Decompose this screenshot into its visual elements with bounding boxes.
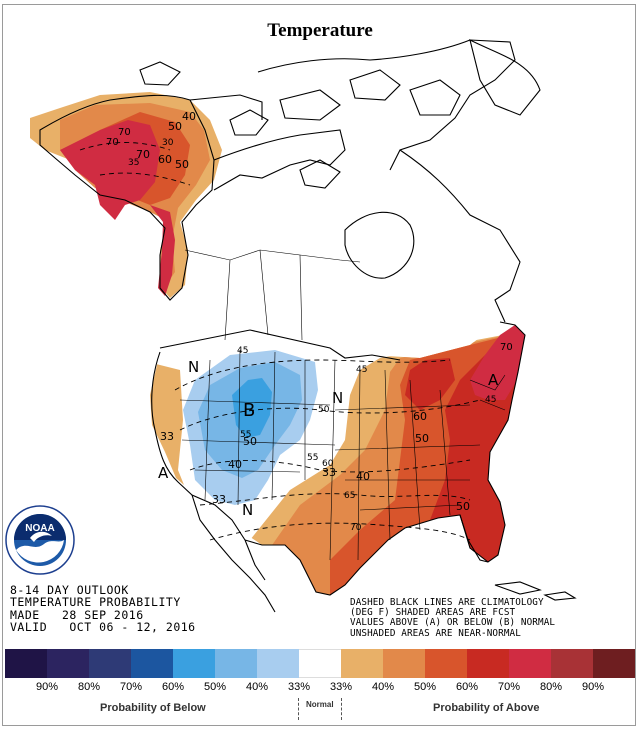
color-swatch <box>467 649 509 678</box>
label-w-5: 40 <box>228 458 242 471</box>
label-w-1: 33 <box>212 493 226 506</box>
label-e-1: 50 <box>415 432 429 445</box>
label-w-3: 55 <box>240 430 251 440</box>
shade-northeast-80 <box>470 325 525 400</box>
noaa-logo: NOAA <box>5 505 75 575</box>
tick-label: 50% <box>203 681 227 693</box>
color-swatch <box>299 649 341 678</box>
outlook-line2: TEMPERATURE PROBABILITY <box>10 595 181 610</box>
outlook-line4: VALID OCT 06 - 12, 2016 <box>10 620 196 635</box>
color-swatch <box>341 649 383 678</box>
label-ak-6: 50 <box>175 158 189 171</box>
probability-tick-labels: 90% 80% 70% 60% 50% 40% 33% 33% 40% 50% 60% 70% 80% 9… <box>5 681 635 697</box>
label-b-center: B <box>243 400 255 421</box>
label-w-0: 33 <box>160 430 174 443</box>
color-swatch <box>215 649 257 678</box>
tick-label: 80% <box>539 681 563 693</box>
label-e-6: 65 <box>344 491 355 501</box>
legend-note-line2: (DEG F) SHADED AREAS ARE FCST <box>350 607 516 619</box>
color-swatch <box>551 649 593 678</box>
label-e-10: 45 <box>485 395 496 405</box>
color-swatch <box>5 649 47 678</box>
normal-caption: Normal <box>306 700 334 709</box>
noaa-logo-text: NOAA <box>25 523 54 534</box>
map-outlines <box>39 38 577 613</box>
label-w-4: 50 <box>243 435 257 448</box>
color-swatch <box>257 649 299 678</box>
label-ak-3: 70 <box>136 148 150 161</box>
climatology-lines <box>79 142 481 541</box>
color-swatch <box>425 649 467 678</box>
label-w-7: 33 <box>322 466 336 479</box>
tick-label: 60% <box>161 681 185 693</box>
label-e-8: 70 <box>350 523 362 533</box>
legend-note: DASHED BLACK LINES ARE CLIMATOLOGY (DEG F… <box>350 597 556 639</box>
label-n-central: N <box>332 389 343 407</box>
label-ak-0: 70 <box>118 127 131 138</box>
label-e-3: 50 <box>456 500 470 513</box>
label-a-west: A <box>158 464 169 482</box>
outlook-line1: 8-14 DAY OUTLOOK <box>10 583 129 597</box>
label-ak-7: 40 <box>182 110 196 123</box>
shade-central-below-60 <box>232 378 272 438</box>
probability-below-caption: Probability of Below <box>100 702 206 714</box>
label-e-0: 45 <box>356 365 367 375</box>
label-ak-2: 35 <box>128 158 139 168</box>
map-title: Temperature <box>267 20 373 41</box>
state-lines <box>179 249 506 561</box>
label-a-northeast: A <box>488 371 499 389</box>
tick-label: 80% <box>77 681 101 693</box>
label-ak-5: 50 <box>168 120 182 133</box>
color-swatch <box>131 649 173 678</box>
color-swatch <box>383 649 425 678</box>
probability-above-caption: Probability of Above <box>433 702 540 714</box>
legend-note-line3: VALUES ABOVE (A) OR BELOW (B) NORMAL <box>350 617 556 629</box>
label-e-9: 70 <box>500 342 513 353</box>
color-swatch <box>173 649 215 678</box>
tick-label: 90% <box>35 681 59 693</box>
legend-note-line4: UNSHADED AREAS ARE NEAR-NORMAL <box>350 627 521 639</box>
label-e-5: 60 <box>322 459 334 469</box>
label-ak-8: 30 <box>162 138 174 148</box>
color-swatch <box>47 649 89 678</box>
alaska-shading <box>30 92 222 298</box>
figure-frame <box>2 4 636 726</box>
tick-label: 50% <box>413 681 437 693</box>
color-swatch <box>593 649 635 678</box>
outlook-info: 8-14 DAY OUTLOOK TEMPERATURE PROBABILITY M… <box>10 584 196 634</box>
tick-label: 70% <box>497 681 521 693</box>
color-swatch <box>509 649 551 678</box>
label-e-2: 60 <box>413 410 427 423</box>
tick-label: 60% <box>455 681 479 693</box>
normal-bracket-left <box>298 698 299 720</box>
tick-label: 33% <box>329 681 353 693</box>
probability-color-bar <box>5 649 635 678</box>
label-ak-4: 60 <box>158 153 172 166</box>
label-ak-1: 70 <box>106 137 119 148</box>
label-w-6: 50 <box>318 405 330 415</box>
tick-label: 70% <box>119 681 143 693</box>
label-e-4: 55 <box>307 453 318 463</box>
map-label-layer: N N N B A A 70 70 35 70 60 50 50 40 30 3… <box>106 110 513 533</box>
legend-note-line1: DASHED BLACK LINES ARE CLIMATOLOGY <box>350 597 544 608</box>
tick-label: 40% <box>245 681 269 693</box>
label-e-7: 40 <box>356 470 370 483</box>
tick-label: 90% <box>581 681 605 693</box>
tick-label: 33% <box>287 681 311 693</box>
color-swatch <box>89 649 131 678</box>
label-w-2: 45 <box>237 346 248 356</box>
normal-bracket-right <box>341 698 342 720</box>
label-n-west: N <box>188 358 199 376</box>
shade-greatlakes-70 <box>405 358 455 410</box>
label-n-south: N <box>242 501 253 519</box>
tick-label: 40% <box>371 681 395 693</box>
outlook-line3: MADE 28 SEP 2016 <box>10 607 144 622</box>
